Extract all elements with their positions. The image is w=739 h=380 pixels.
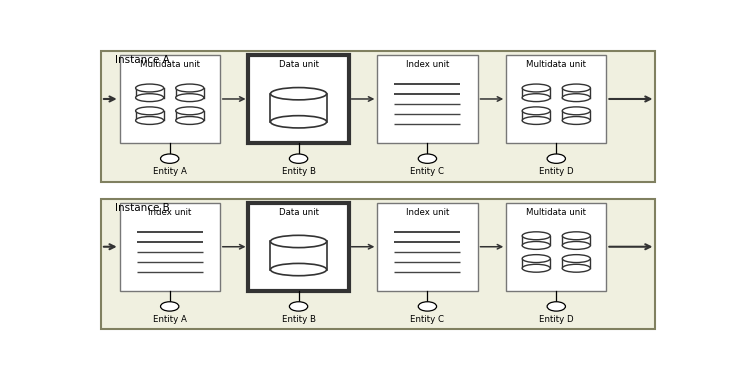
FancyBboxPatch shape	[120, 55, 219, 143]
FancyBboxPatch shape	[120, 203, 219, 291]
Ellipse shape	[562, 232, 590, 240]
Ellipse shape	[522, 264, 551, 272]
Circle shape	[160, 154, 179, 163]
FancyBboxPatch shape	[506, 55, 607, 143]
Text: Data unit: Data unit	[279, 60, 319, 70]
FancyBboxPatch shape	[101, 199, 655, 329]
FancyBboxPatch shape	[562, 259, 590, 268]
Ellipse shape	[176, 107, 204, 115]
FancyBboxPatch shape	[270, 94, 327, 122]
FancyBboxPatch shape	[562, 236, 590, 245]
Text: Instance B: Instance B	[115, 203, 170, 213]
FancyBboxPatch shape	[378, 203, 477, 291]
Ellipse shape	[176, 117, 204, 124]
Text: Entity C: Entity C	[410, 315, 444, 324]
Ellipse shape	[562, 84, 590, 92]
FancyBboxPatch shape	[101, 51, 655, 182]
Ellipse shape	[562, 255, 590, 263]
FancyBboxPatch shape	[562, 88, 590, 98]
Ellipse shape	[562, 117, 590, 124]
FancyBboxPatch shape	[378, 55, 477, 143]
Circle shape	[547, 154, 565, 163]
Ellipse shape	[522, 232, 551, 240]
Circle shape	[547, 302, 565, 311]
FancyBboxPatch shape	[176, 88, 204, 98]
Circle shape	[418, 302, 437, 311]
FancyBboxPatch shape	[506, 203, 607, 291]
FancyBboxPatch shape	[248, 203, 349, 291]
Ellipse shape	[562, 264, 590, 272]
Ellipse shape	[136, 84, 163, 92]
FancyBboxPatch shape	[522, 88, 551, 98]
Text: Multidata unit: Multidata unit	[526, 60, 586, 70]
Ellipse shape	[270, 263, 327, 276]
Ellipse shape	[562, 107, 590, 115]
Ellipse shape	[270, 87, 327, 100]
FancyBboxPatch shape	[270, 241, 327, 269]
Text: Entity C: Entity C	[410, 167, 444, 176]
Text: Entity B: Entity B	[282, 315, 316, 324]
Ellipse shape	[522, 117, 551, 124]
Circle shape	[160, 302, 179, 311]
Ellipse shape	[522, 84, 551, 92]
Text: Entity D: Entity D	[539, 167, 573, 176]
Circle shape	[290, 154, 307, 163]
FancyBboxPatch shape	[522, 259, 551, 268]
FancyBboxPatch shape	[522, 111, 551, 120]
Circle shape	[418, 154, 437, 163]
Text: Multidata unit: Multidata unit	[140, 60, 200, 70]
Text: Multidata unit: Multidata unit	[526, 208, 586, 217]
Ellipse shape	[522, 94, 551, 101]
Text: Index unit: Index unit	[148, 208, 191, 217]
Circle shape	[290, 302, 307, 311]
Ellipse shape	[562, 241, 590, 249]
Ellipse shape	[176, 84, 204, 92]
Ellipse shape	[522, 255, 551, 263]
FancyBboxPatch shape	[176, 111, 204, 120]
Text: Entity B: Entity B	[282, 167, 316, 176]
Text: Entity A: Entity A	[153, 167, 187, 176]
Text: Data unit: Data unit	[279, 208, 319, 217]
Ellipse shape	[136, 107, 163, 115]
Ellipse shape	[522, 241, 551, 249]
Text: Entity D: Entity D	[539, 315, 573, 324]
FancyBboxPatch shape	[562, 111, 590, 120]
FancyBboxPatch shape	[248, 55, 349, 143]
Ellipse shape	[270, 235, 327, 248]
Ellipse shape	[522, 107, 551, 115]
Text: Entity A: Entity A	[153, 315, 187, 324]
FancyBboxPatch shape	[136, 88, 163, 98]
Text: Index unit: Index unit	[406, 208, 449, 217]
Ellipse shape	[136, 117, 163, 124]
FancyBboxPatch shape	[522, 236, 551, 245]
Ellipse shape	[176, 94, 204, 101]
Text: Index unit: Index unit	[406, 60, 449, 70]
Text: Instance A: Instance A	[115, 55, 170, 65]
FancyBboxPatch shape	[136, 111, 163, 120]
Ellipse shape	[562, 94, 590, 101]
Ellipse shape	[270, 116, 327, 128]
Ellipse shape	[136, 94, 163, 101]
